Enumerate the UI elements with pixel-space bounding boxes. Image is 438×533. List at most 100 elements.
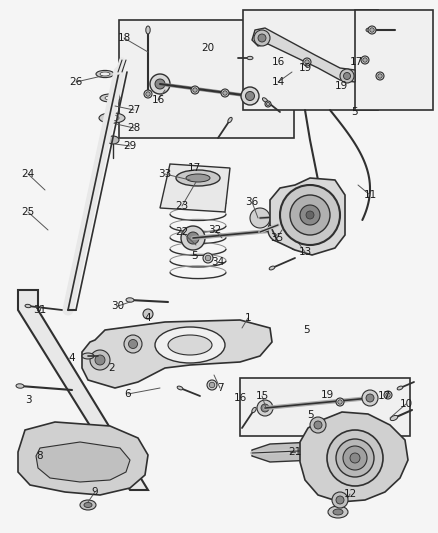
Ellipse shape bbox=[390, 415, 398, 421]
Text: 3: 3 bbox=[25, 395, 31, 405]
Polygon shape bbox=[18, 422, 148, 495]
Ellipse shape bbox=[280, 185, 340, 245]
Text: 30: 30 bbox=[111, 301, 124, 311]
Ellipse shape bbox=[305, 60, 309, 64]
Text: 8: 8 bbox=[37, 451, 43, 461]
Text: 17: 17 bbox=[187, 163, 201, 173]
Ellipse shape bbox=[126, 298, 134, 302]
Ellipse shape bbox=[168, 335, 212, 355]
Ellipse shape bbox=[336, 398, 344, 406]
Ellipse shape bbox=[96, 70, 114, 78]
Ellipse shape bbox=[105, 96, 115, 100]
Polygon shape bbox=[82, 320, 272, 388]
Ellipse shape bbox=[265, 101, 271, 107]
Text: 17: 17 bbox=[378, 391, 391, 401]
Text: 17: 17 bbox=[350, 57, 363, 67]
Text: 16: 16 bbox=[272, 57, 285, 67]
Text: 5: 5 bbox=[192, 251, 198, 261]
Ellipse shape bbox=[306, 211, 314, 219]
Ellipse shape bbox=[186, 174, 210, 182]
Text: 12: 12 bbox=[343, 489, 357, 499]
Ellipse shape bbox=[128, 340, 138, 349]
Text: 19: 19 bbox=[320, 390, 334, 400]
Text: 6: 6 bbox=[125, 389, 131, 399]
Text: 35: 35 bbox=[270, 233, 284, 243]
Ellipse shape bbox=[376, 72, 384, 80]
Text: 36: 36 bbox=[245, 197, 258, 207]
Ellipse shape bbox=[299, 206, 317, 224]
Polygon shape bbox=[252, 442, 320, 462]
Ellipse shape bbox=[336, 496, 344, 504]
Ellipse shape bbox=[228, 117, 232, 123]
Ellipse shape bbox=[221, 89, 229, 97]
Ellipse shape bbox=[250, 208, 270, 228]
Bar bbox=[240, 378, 410, 436]
Ellipse shape bbox=[100, 72, 110, 76]
Text: 2: 2 bbox=[109, 363, 115, 373]
Polygon shape bbox=[252, 28, 355, 82]
Ellipse shape bbox=[362, 390, 378, 406]
Text: 24: 24 bbox=[21, 169, 35, 179]
Ellipse shape bbox=[314, 421, 322, 429]
Polygon shape bbox=[160, 164, 230, 212]
Text: 23: 23 bbox=[175, 201, 189, 211]
Ellipse shape bbox=[257, 400, 273, 416]
Ellipse shape bbox=[268, 218, 292, 242]
Ellipse shape bbox=[246, 92, 254, 101]
Ellipse shape bbox=[124, 335, 142, 353]
Text: 16: 16 bbox=[233, 393, 247, 403]
Text: 4: 4 bbox=[69, 353, 75, 363]
Ellipse shape bbox=[327, 430, 383, 486]
Ellipse shape bbox=[203, 253, 213, 263]
Ellipse shape bbox=[343, 446, 367, 470]
Ellipse shape bbox=[181, 226, 205, 250]
Text: 15: 15 bbox=[255, 391, 268, 401]
Ellipse shape bbox=[343, 72, 350, 79]
Ellipse shape bbox=[146, 92, 150, 96]
Text: 32: 32 bbox=[208, 225, 222, 235]
Ellipse shape bbox=[336, 439, 374, 477]
Ellipse shape bbox=[378, 74, 382, 78]
Ellipse shape bbox=[384, 391, 392, 399]
Ellipse shape bbox=[150, 74, 170, 94]
Text: 28: 28 bbox=[127, 123, 141, 133]
Ellipse shape bbox=[207, 380, 217, 390]
Text: 16: 16 bbox=[152, 95, 165, 105]
Text: 34: 34 bbox=[212, 257, 225, 267]
Ellipse shape bbox=[143, 309, 153, 319]
Ellipse shape bbox=[25, 304, 31, 308]
Ellipse shape bbox=[261, 404, 269, 412]
Ellipse shape bbox=[80, 500, 96, 510]
Ellipse shape bbox=[252, 407, 256, 413]
Text: 29: 29 bbox=[124, 141, 137, 151]
Ellipse shape bbox=[368, 26, 376, 34]
Ellipse shape bbox=[258, 34, 266, 42]
Ellipse shape bbox=[262, 98, 268, 102]
Ellipse shape bbox=[361, 56, 369, 64]
Text: 25: 25 bbox=[21, 207, 35, 217]
Ellipse shape bbox=[366, 28, 374, 32]
Ellipse shape bbox=[363, 58, 367, 62]
Bar bbox=[355, 10, 433, 110]
Ellipse shape bbox=[187, 232, 199, 244]
Ellipse shape bbox=[100, 94, 120, 102]
Ellipse shape bbox=[370, 28, 374, 32]
Text: 13: 13 bbox=[298, 247, 311, 257]
Text: 18: 18 bbox=[117, 33, 131, 43]
Ellipse shape bbox=[397, 386, 403, 390]
Text: 19: 19 bbox=[334, 81, 348, 91]
Text: 14: 14 bbox=[272, 77, 285, 87]
Ellipse shape bbox=[90, 350, 110, 370]
Ellipse shape bbox=[16, 384, 24, 388]
Ellipse shape bbox=[266, 102, 270, 106]
Ellipse shape bbox=[254, 30, 270, 46]
Ellipse shape bbox=[144, 90, 152, 98]
Bar bbox=[119, 20, 294, 138]
Ellipse shape bbox=[155, 327, 225, 363]
Polygon shape bbox=[18, 290, 148, 490]
Text: 10: 10 bbox=[399, 399, 413, 409]
Ellipse shape bbox=[191, 86, 199, 94]
Text: 26: 26 bbox=[69, 77, 83, 87]
Text: 21: 21 bbox=[288, 447, 302, 457]
Ellipse shape bbox=[177, 386, 183, 390]
